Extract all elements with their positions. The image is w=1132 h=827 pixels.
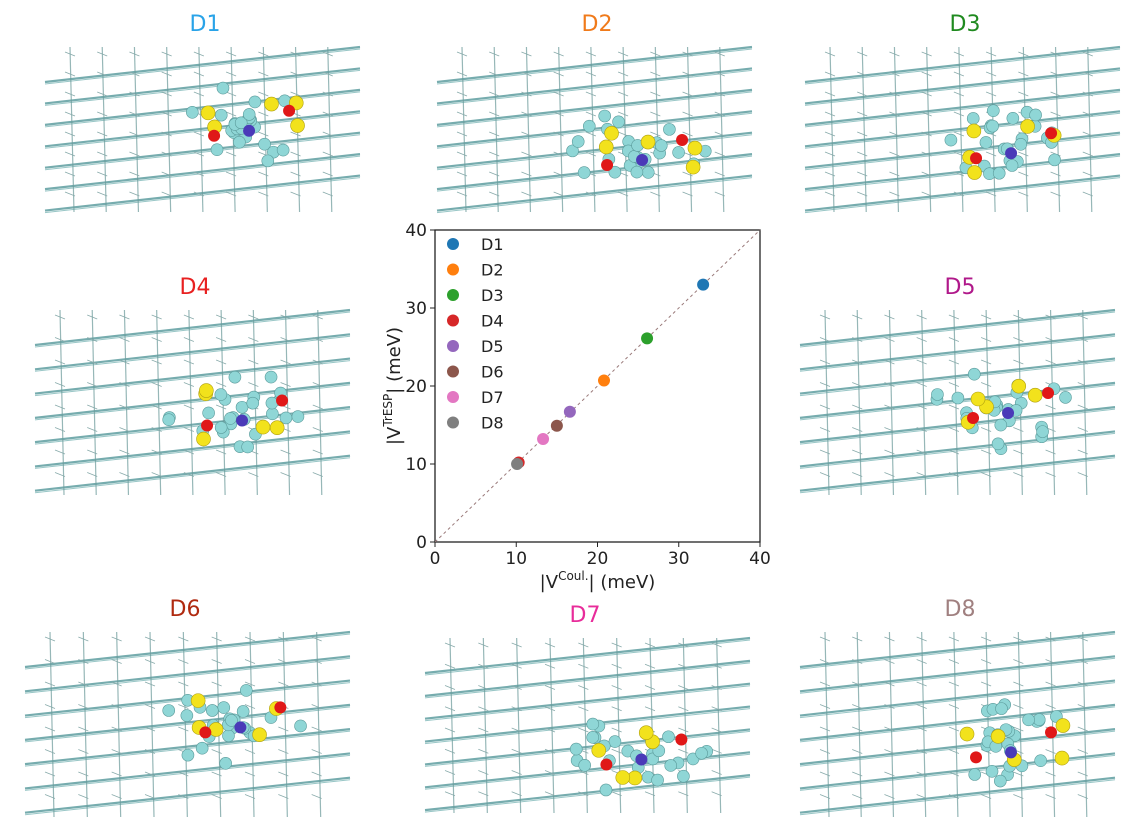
legend-label-d2: D2	[481, 261, 504, 280]
highlighted-molecule	[162, 370, 305, 454]
highlighted-molecule	[186, 81, 305, 168]
x-tick-label: 30	[668, 549, 690, 569]
molecule-image-d1	[44, 45, 361, 214]
legend-label-d1: D1	[481, 235, 504, 254]
x-tick-label: 40	[749, 549, 771, 569]
panel-label-d1: D1	[189, 12, 221, 37]
panel-d7: D7	[420, 603, 751, 814]
lattice-group	[44, 45, 361, 214]
panel-d4: D4	[30, 275, 360, 496]
molecule-image-d8	[799, 630, 1116, 818]
data-point-d5	[563, 405, 576, 418]
scatter-chart-svg: 0 10 20 30 40 0 10 20 30 40 |VCoul.| (meV) |VTrESP|…	[381, 221, 771, 593]
legend-marker-d8	[447, 416, 459, 429]
highlighted-molecule	[944, 104, 1062, 180]
panel-label-d7: D7	[569, 603, 601, 628]
highlighted-molecule	[930, 367, 1072, 456]
x-axis-label: |VCoul.| (meV)	[540, 569, 656, 593]
panel-label-d3: D3	[949, 12, 981, 37]
panel-d3: D3	[800, 12, 1130, 214]
highlighted-molecule	[566, 109, 712, 179]
panel-label-d4: D4	[179, 275, 211, 300]
y-tick-label: 20	[405, 377, 427, 397]
lattice-group	[34, 308, 351, 496]
molecule-image-d7	[424, 636, 751, 814]
molecule-image-d2	[436, 45, 753, 214]
data-point-d2	[598, 374, 610, 387]
data-point-d8	[511, 458, 524, 470]
data-point-d1	[697, 278, 710, 291]
legend-marker-d3	[447, 289, 459, 301]
molecule-image-d4	[34, 308, 351, 496]
panel-d1: D1	[40, 12, 370, 214]
data-point-d7	[537, 433, 550, 446]
lattice-group	[799, 308, 1116, 496]
y-tick-label: 0	[416, 533, 427, 553]
y-axis-label: |VTrESP| (meV)	[381, 327, 405, 445]
panel-label-d6: D6	[169, 597, 201, 622]
panel-d2: D2	[432, 12, 762, 214]
lattice-group	[799, 630, 1116, 818]
data-point-d3	[641, 332, 654, 345]
highlighted-molecule	[569, 717, 713, 797]
legend: D1 D2 D3 D4 D5 D6 D7 D8	[447, 235, 504, 433]
legend-label-d7: D7	[481, 388, 504, 407]
x-tick-label: 10	[505, 549, 527, 569]
panel-d8: D8	[795, 597, 1125, 818]
highlighted-molecule	[162, 684, 307, 770]
molecule-image-d6	[24, 630, 351, 818]
y-tick-label: 40	[405, 221, 427, 241]
legend-marker-d6	[447, 365, 459, 378]
legend-marker-d7	[447, 391, 459, 403]
scatter-chart: 0 10 20 30 40 0 10 20 30 40 |VCoul.| (meV) |VTrESP|…	[380, 218, 780, 598]
panel-label-d8: D8	[944, 597, 976, 622]
molecule-image-d5	[799, 308, 1116, 496]
data-point-d6	[550, 419, 563, 432]
panel-d5: D5	[795, 275, 1125, 496]
lattice-group	[436, 45, 753, 214]
lattice-group	[424, 636, 751, 814]
legend-label-d5: D5	[481, 337, 504, 356]
legend-marker-d2	[447, 263, 459, 276]
y-tick-label: 30	[405, 299, 427, 319]
x-tick-label: 20	[587, 549, 609, 569]
legend-marker-d4	[447, 314, 459, 327]
molecule-image-d3	[804, 45, 1121, 214]
x-tick-label: 0	[430, 549, 441, 569]
panel-d6: D6	[20, 597, 351, 818]
legend-label-d3: D3	[481, 286, 504, 305]
legend-label-d4: D4	[481, 312, 504, 331]
lattice-group	[804, 45, 1121, 214]
panel-label-d2: D2	[581, 12, 613, 37]
y-tick-label: 10	[405, 455, 427, 475]
panel-label-d5: D5	[944, 275, 976, 300]
legend-label-d6: D6	[481, 363, 504, 382]
lattice-group	[24, 630, 351, 818]
legend-marker-d5	[447, 340, 459, 352]
legend-label-d8: D8	[481, 414, 504, 433]
highlighted-molecule	[959, 698, 1071, 788]
legend-marker-d1	[447, 238, 459, 250]
